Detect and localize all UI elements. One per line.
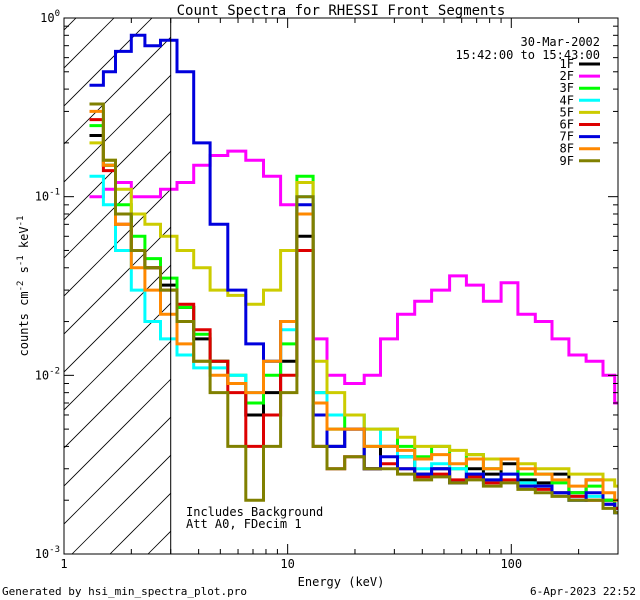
legend-label-6f: 6F: [560, 118, 574, 132]
hatch-line: [64, 378, 171, 487]
y-axis-label: counts cm-2 s-1 keV-1: [16, 216, 31, 357]
legend-label-5f: 5F: [560, 105, 574, 119]
hatch-line: [64, 416, 171, 525]
hatch-line: [64, 264, 171, 373]
legend-label-1f: 1F: [560, 57, 574, 71]
x-tick-label: 100: [500, 557, 522, 571]
y-axis-label-text: counts cm: [17, 291, 31, 356]
hatch-line: [64, 302, 171, 411]
y-tick-label: 10-2: [35, 366, 60, 382]
y-axis-label-sup3: -1: [16, 216, 26, 227]
legend-label-8f: 8F: [560, 142, 574, 156]
series-line-7f: [89, 33, 618, 515]
legend-label-4f: 4F: [560, 93, 574, 107]
y-tick-base: 10: [35, 547, 49, 561]
y-axis-label-sup1: -2: [16, 281, 26, 292]
y-tick-exp: -3: [49, 545, 60, 555]
hatch-line: [0, 0, 64, 554]
annotation-date: 30-Mar-2002: [521, 35, 600, 49]
x-axis-label: Energy (keV): [298, 575, 385, 589]
y-tick-label: 100: [40, 9, 60, 25]
y-tick-exp: -2: [49, 366, 60, 376]
series-line-5f: [89, 141, 618, 488]
chart-title: Count Spectra for RHESSI Front Segments: [177, 3, 506, 19]
legend-label-9f: 9F: [560, 154, 574, 168]
footer-timestamp: 6-Apr-2023 22:52: [530, 585, 636, 598]
legend-label-2f: 2F: [560, 69, 574, 83]
hatch-line: [414, 0, 640, 554]
y-tick-label: 10-3: [35, 545, 60, 561]
hatch-line: [71, 454, 171, 554]
legend-label-3f: 3F: [560, 81, 574, 95]
y-tick-base: 10: [35, 190, 49, 204]
plot-frame: [63, 17, 619, 555]
series-layer: [89, 33, 618, 515]
hatch-line: [64, 226, 171, 335]
annotation-attenuator: Att A0, FDecim 1: [186, 517, 302, 531]
y-axis-label-end: keV: [17, 226, 31, 255]
series-line-3f: [89, 124, 618, 510]
annotation-time-range: 15:42:00 to 15:43:00: [456, 48, 601, 62]
hatch-line: [338, 0, 640, 554]
x-tick-label: 1: [60, 557, 67, 571]
hatch-line: [64, 340, 171, 449]
hatch-line: [64, 18, 115, 69]
y-axis-label-sup2: -1: [16, 255, 26, 266]
series-line-2f: [89, 149, 618, 405]
y-tick-base: 10: [35, 368, 49, 382]
footer-generator: Generated by hsi_min_spectra_plot.pro: [2, 585, 247, 598]
x-tick-label: 10: [280, 557, 294, 571]
hatch-line: [64, 36, 171, 145]
hatch-line: [64, 18, 153, 107]
hatch-line: [64, 188, 171, 297]
series-line-4f: [89, 174, 618, 515]
shaded-region: [0, 0, 640, 554]
hatch-line: [64, 150, 171, 259]
y-tick-exp: 0: [55, 9, 60, 19]
series-line-9f: [89, 102, 618, 515]
y-tick-exp: -1: [49, 188, 60, 198]
legend-label-7f: 7F: [560, 130, 574, 144]
hatch-line: [300, 0, 640, 554]
y-tick-base: 10: [40, 11, 54, 25]
series-line-8f: [89, 109, 618, 502]
y-axis-label-mid: s: [17, 266, 31, 280]
y-tick-label: 10-1: [35, 188, 60, 204]
hatch-line: [452, 0, 640, 554]
annotation-background: Includes Background: [186, 505, 323, 519]
